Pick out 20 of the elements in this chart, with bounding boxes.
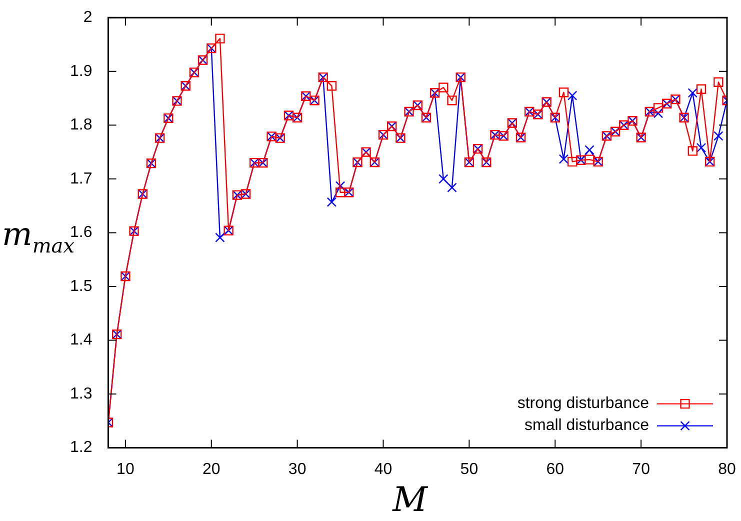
x-axis-title: M [391,480,429,520]
x-tick-label: 80 [718,460,736,478]
y-tick-label: 1.6 [70,224,92,242]
y-tick-label: 1.4 [70,332,92,349]
y-tick-label: 1.3 [70,385,92,402]
x-tick-label: 50 [460,460,478,478]
legend-label: strong disturbance [517,395,650,412]
x-tick-label: 30 [288,460,306,478]
x-tick-label: 70 [632,460,650,478]
x-tick-label: 40 [374,460,392,478]
legend-label: small disturbance [524,417,650,434]
y-tick-label: 1.8 [70,116,92,134]
x-tick-label: 60 [546,460,564,478]
x-tick-label: 20 [202,460,220,478]
y-tick-label: 1.2 [70,439,92,456]
x-tick-label: 10 [116,460,134,478]
y-tick-label: 2 [83,9,92,26]
y-tick-label: 1.9 [70,62,92,80]
y-tick-label: 1.7 [70,170,92,188]
y-tick-label: 1.5 [70,278,92,295]
